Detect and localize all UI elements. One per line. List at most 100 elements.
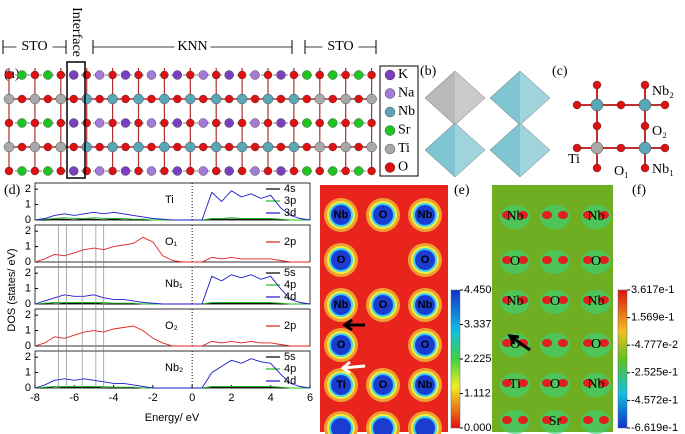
atom — [95, 142, 104, 152]
atom — [638, 141, 652, 155]
atom — [224, 166, 234, 176]
atom — [30, 118, 40, 128]
atom-label: Nb — [418, 209, 433, 221]
contour-lobe — [540, 373, 570, 397]
contour-lobe — [599, 256, 609, 264]
y-tick-label: 2 — [25, 309, 31, 321]
legend-label: 3p — [284, 195, 296, 207]
legend-label: Sr — [398, 123, 411, 138]
panel-label: (f) — [632, 183, 646, 198]
atom-label: Nb — [587, 377, 604, 392]
atom — [302, 142, 312, 152]
atom — [147, 94, 156, 104]
atom — [43, 142, 53, 152]
octahedron — [424, 122, 486, 178]
legend-label: 4d — [284, 375, 296, 387]
atom — [108, 118, 117, 128]
atom — [17, 142, 27, 152]
atom — [4, 166, 14, 176]
label-bg — [16, 39, 53, 55]
colorbar-label: 1.569e-1 — [631, 312, 674, 324]
atom — [210, 93, 222, 105]
atom-label: Nb — [587, 209, 604, 224]
y-tick-label: 2 — [25, 183, 31, 195]
atom — [172, 118, 183, 128]
atom — [367, 70, 376, 80]
contour-lobe — [502, 416, 512, 424]
x-tick-label: 4 — [268, 392, 274, 404]
contour-lobe — [542, 211, 552, 219]
atom-label: O — [379, 379, 388, 391]
atom — [173, 94, 182, 104]
legend-label: Na — [398, 86, 415, 101]
contour-lobe — [500, 250, 530, 274]
legend-swatch — [384, 69, 396, 81]
contour-lobe — [518, 296, 528, 304]
atom — [55, 93, 66, 105]
atom — [69, 166, 79, 176]
atom — [160, 166, 169, 176]
atom — [120, 118, 131, 128]
colorbar-label: -6.619e-1 — [631, 422, 678, 434]
atom-label: O — [591, 254, 601, 269]
colorbar — [450, 289, 461, 429]
dos-line — [34, 358, 311, 389]
atom — [314, 141, 325, 153]
atom — [353, 118, 364, 128]
contour-lobe — [540, 333, 570, 357]
contour-ring — [373, 295, 393, 315]
region-label: STO — [21, 39, 47, 54]
colorbar-label: -2.525e-1 — [631, 367, 678, 379]
octahedron-face — [455, 123, 485, 177]
contour-ring — [331, 250, 351, 270]
atom — [30, 166, 40, 176]
contour-lobe — [599, 416, 609, 424]
y-tick-label: 0 — [25, 382, 31, 394]
region-label: KNN — [177, 39, 207, 54]
atom — [43, 118, 53, 128]
atom — [262, 93, 274, 105]
atom — [367, 118, 376, 128]
legend-swatch — [384, 143, 396, 155]
contour-lobe — [540, 250, 570, 274]
atom — [592, 163, 602, 173]
atom — [263, 166, 273, 176]
atom-label: Nb — [506, 209, 523, 224]
atom — [638, 98, 652, 112]
atom — [237, 118, 247, 128]
legend-label: 4s — [284, 183, 296, 195]
colorbar-label: -4.572e-1 — [631, 394, 678, 406]
y-tick-label: 1 — [25, 366, 31, 378]
atom — [94, 166, 105, 176]
contour-lobe — [518, 416, 528, 424]
contour-ring — [415, 295, 435, 315]
atom — [640, 80, 650, 90]
plot-frame — [34, 224, 311, 263]
atom-label: O — [379, 209, 388, 221]
atom — [146, 166, 157, 176]
dos-line — [34, 190, 311, 221]
arrow — [507, 334, 531, 352]
dos-line — [34, 325, 310, 347]
contour-lobe — [583, 416, 593, 424]
atom — [17, 70, 27, 80]
contour-lobe — [542, 339, 552, 347]
atom — [56, 166, 65, 176]
atom — [354, 142, 363, 152]
panel-label: (c) — [552, 64, 568, 79]
atom — [341, 166, 350, 176]
colorbar — [617, 289, 628, 429]
atom — [186, 118, 195, 128]
atom — [81, 93, 92, 105]
interface-box — [66, 61, 86, 179]
contour-ring — [415, 250, 435, 270]
orbital-title: Nb₁ — [165, 278, 183, 290]
contour-lobe — [558, 379, 568, 387]
orbital-title: O₂ — [165, 320, 178, 332]
atom — [146, 118, 157, 128]
atom — [185, 93, 196, 105]
atom — [120, 166, 131, 176]
atom — [134, 118, 143, 128]
atom — [160, 118, 169, 128]
contour-lobe — [542, 416, 552, 424]
